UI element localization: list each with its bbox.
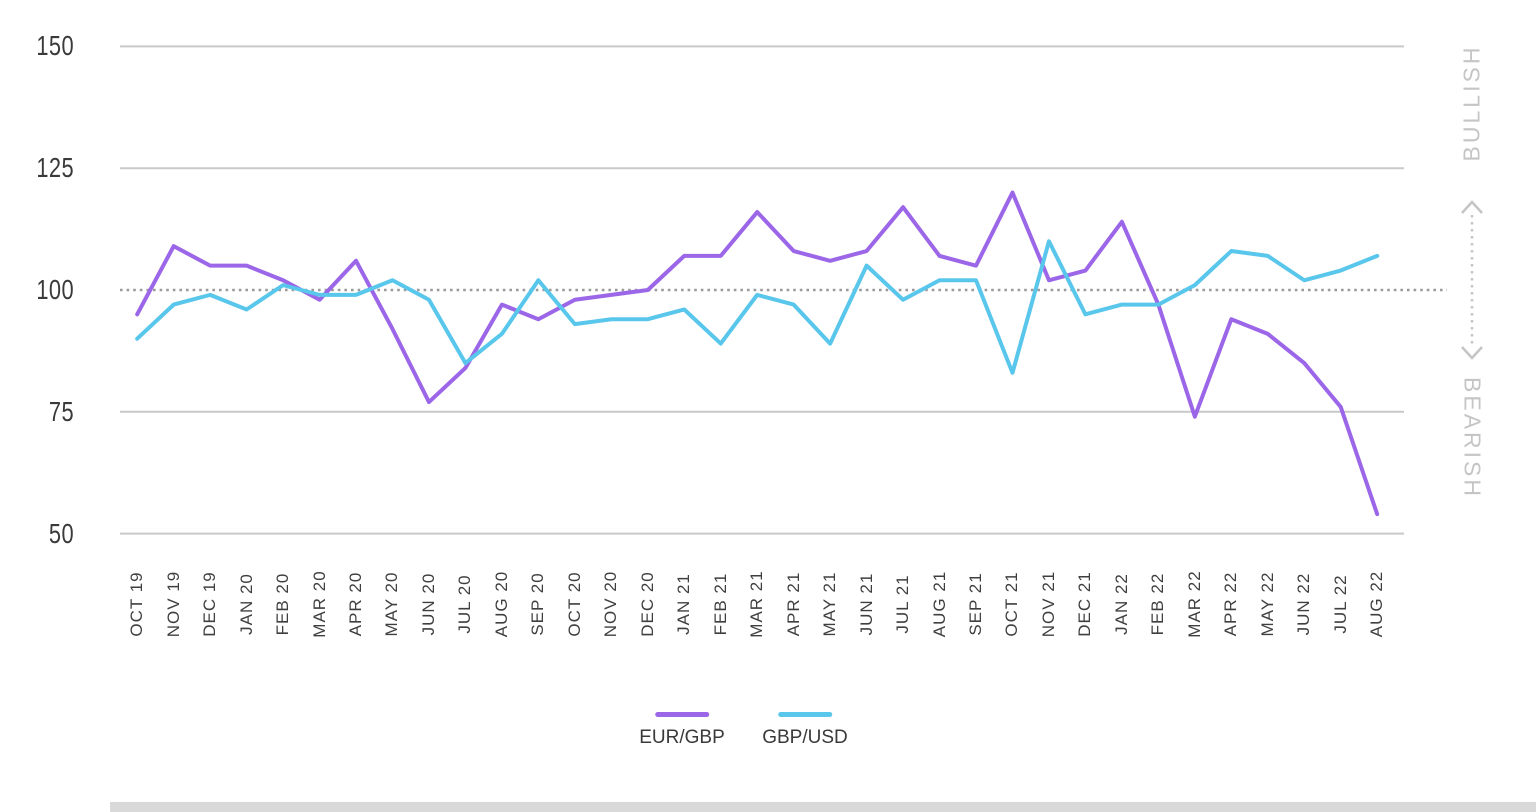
- x-axis-month-label: MAR 22: [1184, 570, 1204, 638]
- x-axis-month-label: MAY 21: [820, 571, 840, 637]
- gbp-usd-line: [135, 239, 1380, 375]
- gridlines: [120, 45, 1447, 535]
- x-axis-month-label: JUN 20: [418, 572, 438, 636]
- chevron-down-icon: [1461, 346, 1483, 360]
- bottom-divider: [110, 802, 1536, 812]
- y-axis-tick-label: 50: [48, 517, 74, 549]
- eur-gbp-swatch: [655, 712, 709, 717]
- x-axis-month-label: OCT 19: [127, 571, 147, 637]
- x-axis-month-label: JAN 22: [1111, 573, 1131, 635]
- legend-item-eur-gbp: EUR/GBP: [639, 712, 725, 749]
- bearish-label: BEARISH: [1459, 377, 1486, 499]
- gbp-usd-swatch: [778, 712, 832, 717]
- y-axis-tick-label: 125: [36, 152, 74, 184]
- x-axis-month-label: DEC 19: [200, 571, 220, 637]
- x-axis-month-label: DEC 20: [637, 571, 657, 637]
- x-axis-month-label: NOV 21: [1038, 570, 1058, 638]
- x-axis-month-label: FEB 21: [710, 572, 730, 636]
- series-lines: [135, 190, 1380, 517]
- x-axis-month-label: APR 20: [346, 571, 366, 637]
- x-axis-month-label: JAN 21: [674, 573, 694, 635]
- y-axis-tick-label: 150: [36, 30, 74, 62]
- x-axis-month-label: JUL 20: [455, 574, 475, 634]
- x-axis-month-label: MAY 20: [382, 571, 402, 637]
- x-axis-month-label: MAY 22: [1257, 571, 1277, 637]
- x-axis-month-label: NOV 20: [601, 570, 621, 638]
- eur-gbp-line: [135, 190, 1380, 517]
- x-axis-month-label: AUG 20: [491, 570, 511, 638]
- x-axis-month-label: APR 22: [1221, 571, 1241, 637]
- x-axis-month-label: APR 21: [783, 571, 803, 637]
- y-axis-tick-label: 100: [36, 274, 74, 305]
- bullish-label: BULLISH: [1458, 44, 1485, 162]
- x-axis-month-label: MAR 21: [747, 570, 767, 638]
- x-axis-month-label: FEB 20: [273, 572, 293, 636]
- x-axis-month-label: JUL 22: [1330, 574, 1350, 634]
- x-axis-month-label: MAR 20: [309, 570, 329, 638]
- x-axis-month-label: JAN 20: [236, 573, 256, 635]
- x-axis-month-label: OCT 20: [564, 571, 584, 637]
- legend-label-gbp-usd: GBP/USD: [762, 727, 848, 748]
- chevron-up-icon: [1461, 200, 1483, 214]
- x-axis-month-label: AUG 22: [1367, 570, 1387, 638]
- x-axis-month-label: SEP 20: [528, 572, 548, 636]
- y-axis-tick-label: 75: [48, 395, 74, 427]
- x-axis-month-label: DEC 21: [1075, 571, 1095, 637]
- x-axis-month-label: NOV 19: [163, 570, 183, 638]
- x-axis-month-label: SEP 21: [966, 572, 985, 636]
- x-axis-month-label: OCT 21: [1002, 571, 1022, 637]
- x-axis-month-label: AUG 21: [929, 570, 949, 638]
- bullish-bearish-arrow: [1461, 200, 1483, 360]
- legend-label-eur-gbp: EUR/GBP: [639, 727, 725, 748]
- legend-item-gbp-usd: GBP/USD: [762, 712, 848, 749]
- x-axis-month-label: JUN 22: [1294, 572, 1314, 636]
- x-axis-month-label: FEB 22: [1148, 572, 1168, 636]
- x-axis-month-label: JUN 21: [856, 572, 876, 636]
- x-axis-month-label: JUL 21: [893, 574, 913, 634]
